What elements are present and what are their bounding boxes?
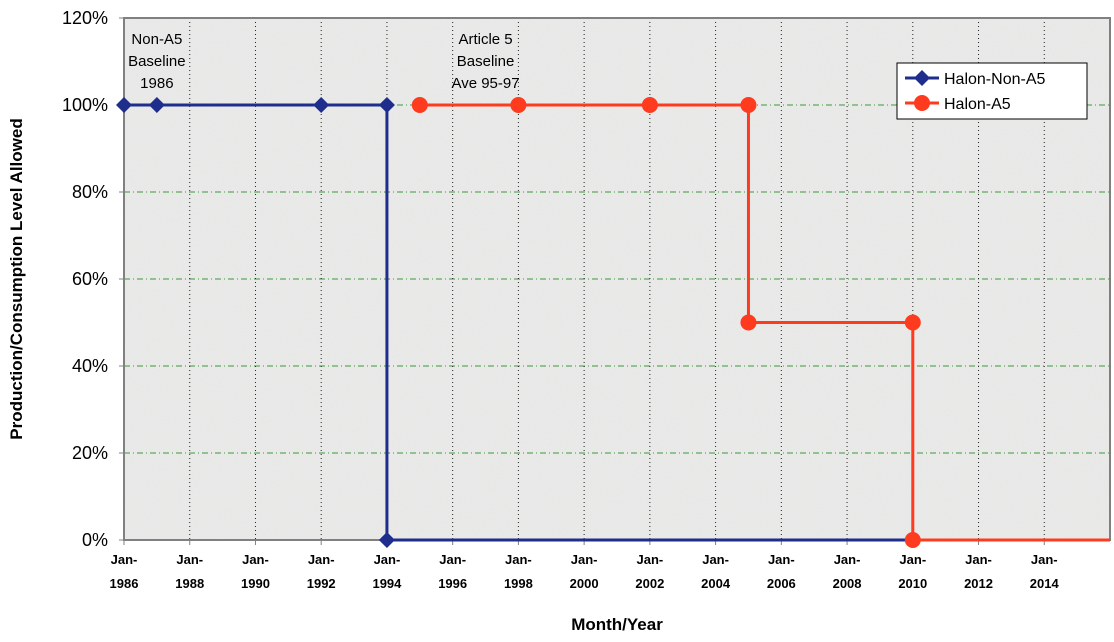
series-2-point [510, 97, 527, 113]
x-tick-label: Jan-2008 [833, 552, 862, 591]
series-1-point [378, 97, 395, 113]
series-1-point [148, 97, 165, 113]
x-tick-label: Jan-2004 [701, 552, 731, 591]
x-tick-label: Jan-1990 [241, 552, 270, 591]
series-2-point [904, 532, 921, 548]
x-tick-label: Jan-1998 [504, 552, 533, 591]
series-2-point [641, 97, 658, 113]
annotation: Article 5 Baseline Ave 95-97 [451, 31, 519, 92]
legend-box [896, 62, 1088, 120]
x-tick-label: Jan-1986 [110, 552, 139, 591]
legend-label: Halon-A5 [944, 96, 1011, 113]
x-tick-label: Jan-1992 [307, 552, 336, 591]
x-tick-label: Jan-2012 [964, 552, 993, 591]
x-axis-title: Month/Year [571, 615, 663, 634]
legend-swatch-marker [914, 70, 930, 86]
legend-swatch-marker [914, 95, 930, 111]
y-tick-label: 80% [72, 182, 108, 202]
x-tick-label: Jan-2002 [635, 552, 664, 591]
x-tick-label: Jan-1994 [372, 552, 402, 591]
y-tick-label: 60% [72, 269, 108, 289]
x-tick-label: Jan-2010 [898, 552, 927, 591]
legend-label: Halon-Non-A5 [944, 71, 1045, 88]
y-tick-label: 100% [62, 95, 108, 115]
series-1-point [378, 532, 395, 548]
y-axis-title: Production/Consumption Level Allowed [7, 118, 26, 439]
x-tick-label: Jan-2014 [1030, 552, 1060, 591]
y-tick-label: 120% [62, 8, 108, 28]
annotation: Non-A5 Baseline 1986 [128, 31, 186, 92]
y-tick-label: 40% [72, 356, 108, 376]
series-2-point [740, 97, 757, 113]
x-tick-label: Jan-2006 [767, 552, 796, 591]
series-2-point [740, 314, 757, 331]
series-line-2 [419, 103, 1110, 542]
series-1-point [116, 97, 132, 113]
series-1-point [313, 97, 330, 113]
series-2-point [411, 97, 428, 113]
y-tick-label: 0% [82, 530, 108, 550]
y-tick-label: 20% [72, 443, 108, 463]
series-2-point [904, 314, 921, 331]
x-tick-label: Jan-1988 [175, 552, 204, 591]
x-tick-label: Jan-1996 [438, 552, 467, 591]
x-tick-label: Jan-2000 [570, 552, 599, 591]
